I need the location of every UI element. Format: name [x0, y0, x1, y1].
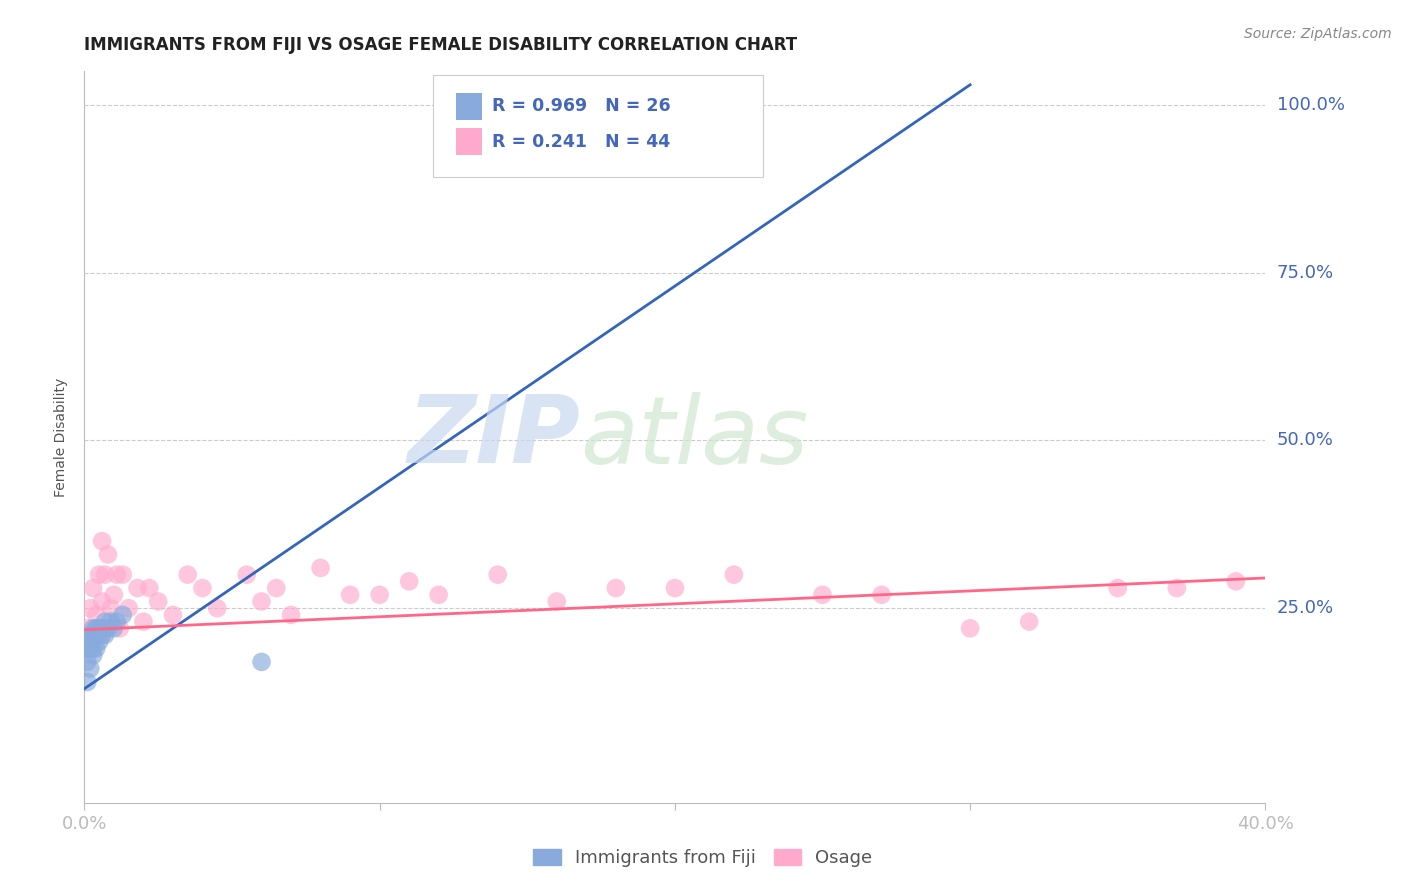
Point: [94, 628, 117, 642]
Point: [427, 588, 450, 602]
Point: [118, 601, 141, 615]
Point: [398, 574, 420, 589]
Point: [76, 655, 98, 669]
Point: [250, 655, 273, 669]
Point: [138, 581, 160, 595]
Point: [84, 641, 107, 656]
Text: 50.0%: 50.0%: [1277, 432, 1333, 450]
Point: [235, 567, 259, 582]
Point: [91, 628, 114, 642]
Point: [103, 621, 125, 635]
Point: [148, 594, 170, 608]
Point: [100, 615, 122, 629]
Point: [97, 548, 120, 562]
Point: [108, 621, 131, 635]
Point: [79, 641, 101, 656]
Point: [205, 601, 228, 615]
Text: atlas: atlas: [581, 392, 808, 483]
Point: [87, 567, 111, 582]
Point: [191, 581, 214, 595]
Point: [368, 588, 391, 602]
Point: [100, 601, 122, 615]
Point: [105, 567, 128, 582]
Point: [111, 607, 134, 622]
Point: [264, 581, 288, 595]
Point: [91, 594, 114, 608]
Point: [280, 607, 302, 622]
Point: [94, 567, 117, 582]
Bar: [457, 128, 482, 155]
Text: 75.0%: 75.0%: [1277, 264, 1334, 282]
Point: [82, 628, 104, 642]
Point: [82, 648, 104, 662]
Text: R = 0.969   N = 26: R = 0.969 N = 26: [492, 97, 671, 115]
Point: [250, 594, 273, 608]
Text: Source: ZipAtlas.com: Source: ZipAtlas.com: [1244, 27, 1392, 41]
FancyBboxPatch shape: [433, 75, 763, 178]
Point: [132, 615, 155, 629]
Y-axis label: Female Disability: Female Disability: [55, 377, 69, 497]
Point: [309, 561, 332, 575]
Point: [79, 662, 101, 676]
Point: [723, 567, 745, 582]
Point: [82, 641, 104, 656]
Text: 25.0%: 25.0%: [1277, 599, 1334, 617]
Point: [103, 588, 125, 602]
Point: [162, 607, 184, 622]
Point: [82, 621, 104, 635]
Point: [84, 628, 107, 642]
Text: IMMIGRANTS FROM FIJI VS OSAGE FEMALE DISABILITY CORRELATION CHART: IMMIGRANTS FROM FIJI VS OSAGE FEMALE DIS…: [84, 36, 797, 54]
Text: 100.0%: 100.0%: [1277, 96, 1344, 114]
Point: [87, 634, 111, 648]
Bar: [457, 93, 482, 120]
Point: [76, 675, 98, 690]
Point: [959, 621, 981, 635]
Point: [76, 641, 98, 656]
Point: [84, 607, 107, 622]
Point: [177, 567, 200, 582]
Text: ZIP: ZIP: [408, 391, 581, 483]
Point: [664, 581, 686, 595]
Point: [79, 601, 101, 615]
Point: [79, 628, 101, 642]
Point: [486, 567, 509, 582]
Point: [1166, 581, 1188, 595]
Point: [79, 634, 101, 648]
Point: [546, 594, 568, 608]
Point: [1107, 581, 1129, 595]
Point: [94, 615, 117, 629]
Point: [97, 621, 120, 635]
Point: [87, 621, 111, 635]
Point: [91, 621, 114, 635]
Point: [1018, 615, 1040, 629]
Point: [84, 621, 107, 635]
Point: [870, 588, 893, 602]
Point: [105, 615, 128, 629]
Text: R = 0.241   N = 44: R = 0.241 N = 44: [492, 133, 671, 151]
Legend: Immigrants from Fiji, Osage: Immigrants from Fiji, Osage: [526, 841, 880, 874]
Point: [1225, 574, 1247, 589]
Point: [76, 621, 98, 635]
Point: [111, 567, 134, 582]
Point: [82, 581, 104, 595]
Point: [91, 534, 114, 549]
Point: [127, 581, 149, 595]
Point: [605, 581, 627, 595]
Point: [339, 588, 361, 602]
Point: [811, 588, 834, 602]
